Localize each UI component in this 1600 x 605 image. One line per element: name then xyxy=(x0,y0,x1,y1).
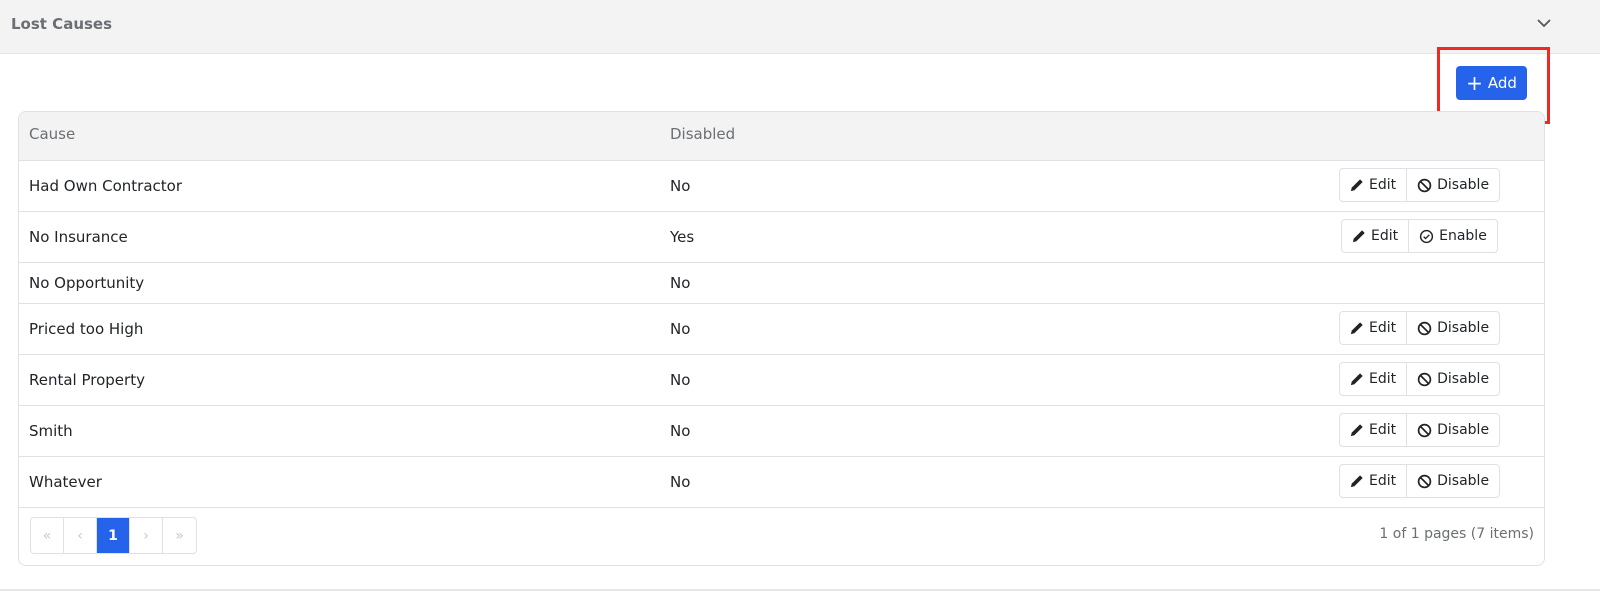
table-row: Had Own Contractor No Edit Disable xyxy=(19,161,1544,212)
last-page-button[interactable]: » xyxy=(175,527,184,544)
table-row: No Opportunity No xyxy=(19,263,1544,304)
cause-cell: Had Own Contractor xyxy=(29,177,182,195)
disabled-cell: No xyxy=(670,177,691,195)
edit-label: Edit xyxy=(1369,371,1397,387)
edit-button[interactable]: Edit xyxy=(1340,465,1406,497)
next-page-button[interactable]: › xyxy=(130,518,163,553)
column-header-disabled: Disabled xyxy=(670,125,736,143)
edit-button[interactable]: Edit xyxy=(1342,220,1408,252)
row-actions: Edit Disable xyxy=(1339,464,1501,498)
edit-label: Edit xyxy=(1371,228,1399,244)
ban-icon xyxy=(1417,178,1432,192)
row-actions: Edit Disable xyxy=(1339,362,1501,396)
section-header[interactable]: Lost Causes xyxy=(0,0,1600,54)
pencil-icon xyxy=(1350,424,1363,437)
disabled-cell: No xyxy=(670,320,691,338)
check-circle-icon xyxy=(1420,229,1434,243)
pagination: « ‹ 1 › » xyxy=(30,517,197,554)
ban-icon xyxy=(1417,423,1432,437)
disabled-cell: Yes xyxy=(670,228,695,246)
row-actions: Edit Disable xyxy=(1339,413,1501,447)
cause-cell: Priced too High xyxy=(29,320,144,338)
disable-button[interactable]: Disable xyxy=(1406,465,1499,497)
row-actions: Edit Disable xyxy=(1339,311,1501,345)
disabled-cell: No xyxy=(670,371,691,389)
ban-icon xyxy=(1417,372,1432,386)
edit-button[interactable]: Edit xyxy=(1340,312,1406,344)
plus-icon: + xyxy=(1466,71,1483,95)
divider xyxy=(0,589,1600,591)
add-label: Add xyxy=(1487,74,1517,92)
edit-label: Edit xyxy=(1369,422,1397,438)
enable-button[interactable]: Enable xyxy=(1408,220,1497,252)
row-actions: Edit Enable xyxy=(1341,219,1498,253)
disable-label: Disable xyxy=(1437,320,1490,336)
lost-causes-table: Cause Disabled Had Own Contractor No Edit D… xyxy=(18,111,1545,566)
disable-label: Disable xyxy=(1437,177,1490,193)
table-row: Whatever No Edit Disable xyxy=(19,457,1544,508)
disabled-cell: No xyxy=(670,274,691,292)
enable-label: Enable xyxy=(1439,228,1487,244)
cause-cell: No Opportunity xyxy=(29,274,145,292)
section-title: Lost Causes xyxy=(11,15,113,33)
edit-button[interactable]: Edit xyxy=(1340,414,1406,446)
cause-cell: No Insurance xyxy=(29,228,128,246)
edit-button[interactable]: Edit xyxy=(1340,363,1406,395)
pencil-icon xyxy=(1350,373,1363,386)
edit-label: Edit xyxy=(1369,320,1397,336)
table-header: Cause Disabled xyxy=(19,112,1544,161)
table-row: Priced too High No Edit Disable xyxy=(19,304,1544,355)
cause-cell: Smith xyxy=(29,422,73,440)
edit-label: Edit xyxy=(1369,177,1397,193)
cause-cell: Rental Property xyxy=(29,371,145,389)
ban-icon xyxy=(1417,474,1432,488)
pencil-icon xyxy=(1352,230,1365,243)
disable-label: Disable xyxy=(1437,422,1490,438)
cause-cell: Whatever xyxy=(29,473,102,491)
edit-label: Edit xyxy=(1369,473,1397,489)
page-1-button[interactable]: 1 xyxy=(97,518,130,553)
edit-button[interactable]: Edit xyxy=(1340,169,1406,201)
disable-label: Disable xyxy=(1437,473,1490,489)
table-row: Smith No Edit Disable xyxy=(19,406,1544,457)
first-page-button[interactable]: « xyxy=(31,518,64,553)
disable-label: Disable xyxy=(1437,371,1490,387)
pencil-icon xyxy=(1350,475,1363,488)
pencil-icon xyxy=(1350,322,1363,335)
disable-button[interactable]: Disable xyxy=(1406,363,1499,395)
disable-button[interactable]: Disable xyxy=(1406,312,1499,344)
disabled-cell: No xyxy=(670,473,691,491)
ban-icon xyxy=(1417,321,1432,335)
prev-page-button[interactable]: ‹ xyxy=(64,518,97,553)
table-row: No Insurance Yes Edit Enable xyxy=(19,212,1544,263)
disable-button[interactable]: Disable xyxy=(1406,414,1499,446)
chevron-down-icon[interactable] xyxy=(1535,14,1553,32)
row-actions: Edit Disable xyxy=(1339,168,1501,202)
pagination-info: 1 of 1 pages (7 items) xyxy=(1379,526,1534,542)
disable-button[interactable]: Disable xyxy=(1406,169,1499,201)
pencil-icon xyxy=(1350,179,1363,192)
column-header-cause: Cause xyxy=(29,125,76,143)
add-button[interactable]: + Add xyxy=(1456,66,1527,100)
disabled-cell: No xyxy=(670,422,691,440)
table-row: Rental Property No Edit Disable xyxy=(19,355,1544,406)
